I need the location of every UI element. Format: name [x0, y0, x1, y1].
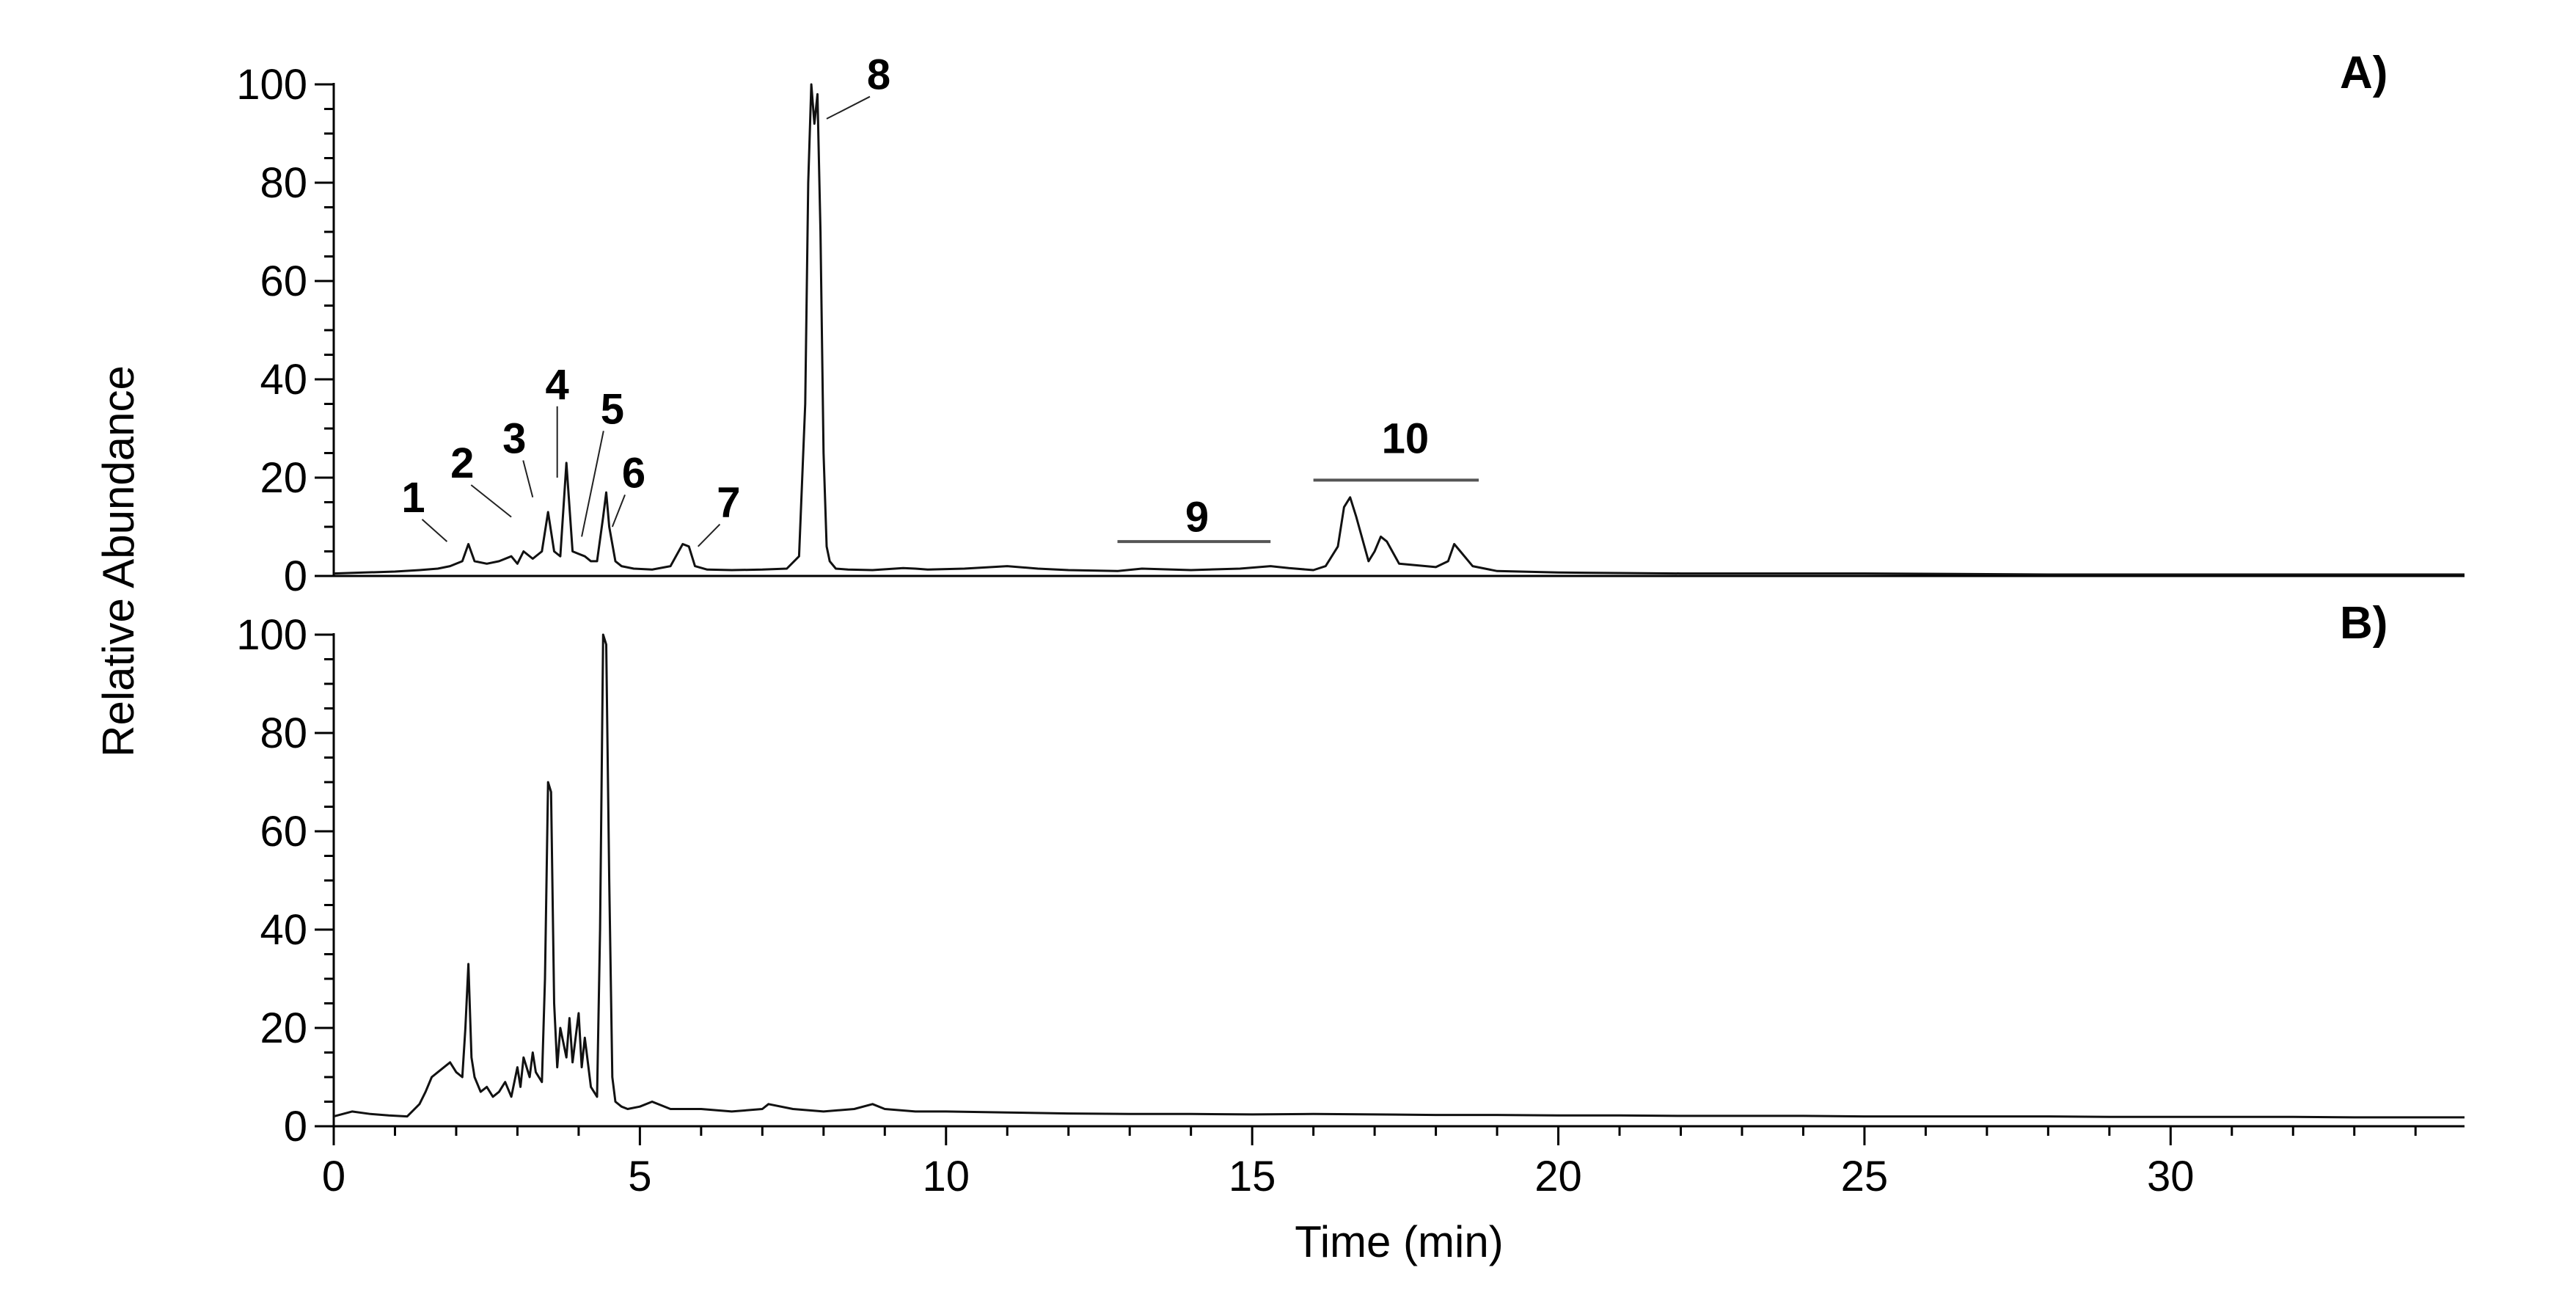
x-tick-label: 15	[1229, 1153, 1276, 1200]
panel-0-trace-0	[333, 83, 2465, 576]
panel-0-y-tick-label: 80	[260, 159, 307, 207]
x-tick-label: 20	[1534, 1153, 1582, 1200]
x-tick-label: 10	[923, 1153, 970, 1200]
panel-0-y-tick-label: 60	[260, 258, 307, 305]
panel-1-y-tick-label: 20	[260, 1004, 307, 1052]
panel-1-y-tick-label: 80	[260, 709, 307, 757]
x-tick-label: 30	[2147, 1153, 2195, 1200]
peak-label-3: 3	[502, 415, 526, 463]
peak-7-leader-line	[697, 523, 721, 547]
x-tick-label: 0	[322, 1153, 345, 1200]
panel-0-y-tick-label: 0	[284, 552, 307, 600]
panel-1-y-tick-label: 100	[236, 611, 307, 659]
panel-0-y-tick-label: 20	[260, 454, 307, 502]
peak-label-9: 9	[1185, 494, 1209, 541]
peak-3-leader-line	[522, 460, 534, 498]
peak-label-7: 7	[717, 479, 740, 527]
panel-0-label: A)	[2340, 48, 2387, 98]
x-tick-label: 25	[1841, 1153, 1889, 1200]
peak-label-1: 1	[401, 474, 425, 522]
peak-label-2: 2	[450, 439, 474, 487]
peak-1-leader-line	[421, 519, 448, 542]
peak-label-4: 4	[546, 361, 569, 409]
panel-0-y-tick-label: 40	[260, 356, 307, 404]
panel-1-trace-0	[333, 633, 2465, 1119]
panel-1-label: B)	[2340, 598, 2387, 649]
panel-1-y-tick-label: 0	[284, 1103, 307, 1150]
peak-8-leader-line	[826, 95, 871, 120]
peak-label-6: 6	[622, 449, 645, 497]
peak-label-5: 5	[601, 385, 624, 433]
x-axis-title: Time (min)	[1295, 1217, 1503, 1266]
panel-0-y-tick-label: 100	[236, 61, 307, 109]
peak-label-10: 10	[1382, 415, 1430, 463]
peak-label-8: 8	[867, 51, 890, 99]
panel-1-y-tick-label: 60	[260, 808, 307, 856]
peak-5-leader-line	[581, 431, 604, 537]
peak-2-leader-line	[470, 484, 512, 518]
peak-6-leader-line	[611, 495, 626, 528]
panel-1-y-tick-label: 40	[260, 906, 307, 954]
y-axis-title: Relative Abundance	[94, 365, 143, 757]
x-tick-label: 5	[628, 1153, 651, 1200]
